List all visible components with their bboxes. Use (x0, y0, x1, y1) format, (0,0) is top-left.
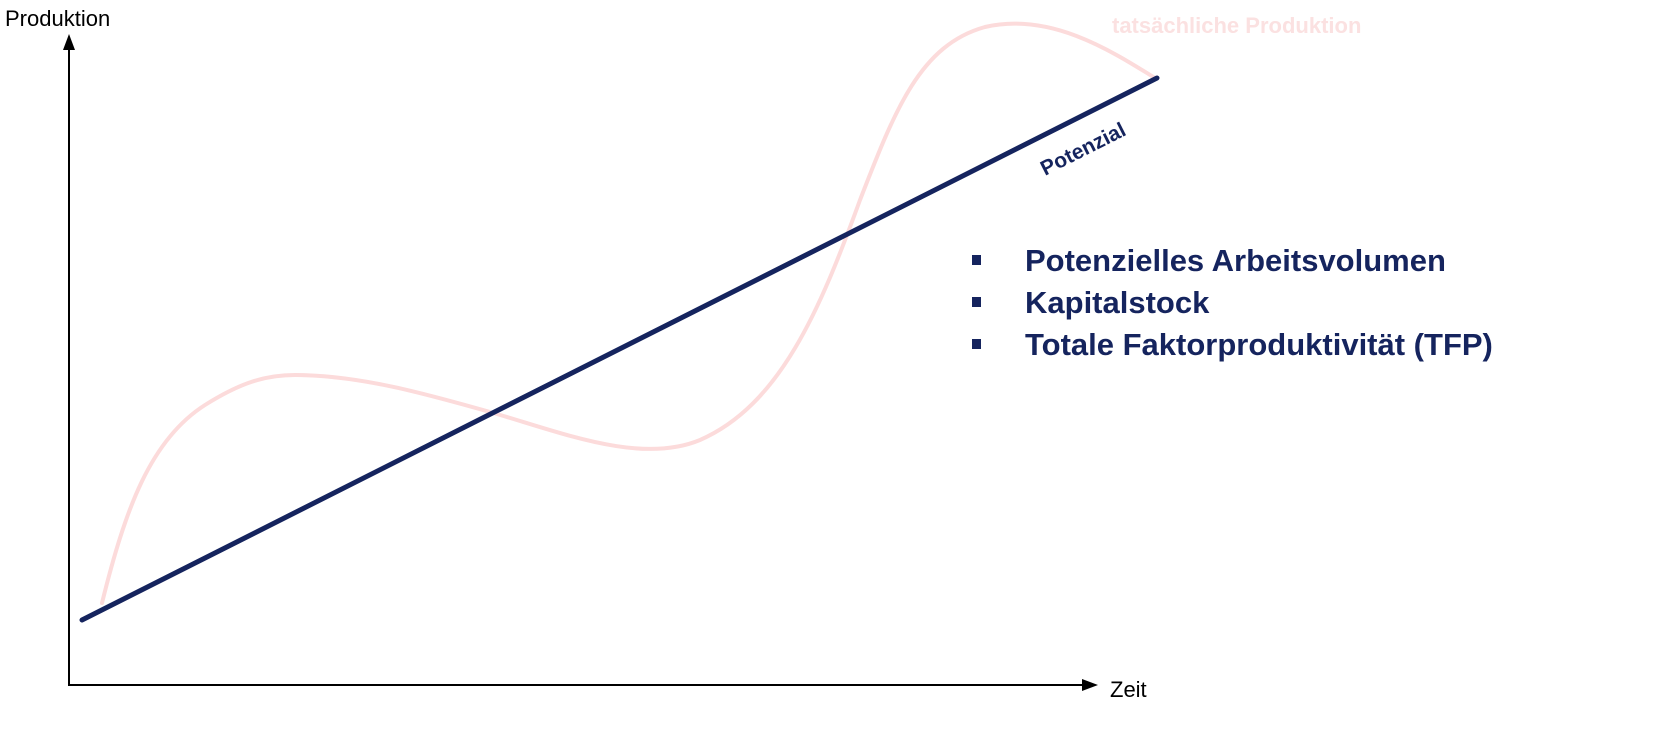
factor-label: Totale Faktorproduktivität (TFP) (1025, 327, 1493, 362)
factor-item-labour-volume: Potenzielles Arbeitsvolumen (972, 240, 1493, 282)
potential-factors-list: Potenzielles Arbeitsvolumen Kapitalstock… (972, 240, 1493, 366)
x-axis-arrow-icon (1082, 679, 1098, 691)
factor-label: Kapitalstock (1025, 285, 1210, 320)
square-bullet-icon (972, 255, 981, 265)
factor-item-tfp: Totale Faktorproduktivität (TFP) (972, 324, 1493, 366)
potential-line (79, 75, 1160, 623)
square-bullet-icon (972, 297, 981, 307)
square-bullet-icon (972, 339, 981, 349)
factor-label: Potenzielles Arbeitsvolumen (1025, 243, 1446, 278)
actual-production-curve (100, 21, 1157, 605)
actual-production-label: tatsächliche Produktion (1112, 13, 1361, 38)
y-axis-arrow-icon (63, 34, 75, 50)
potential-label: Potenzial (1037, 118, 1130, 180)
x-axis-label: Zeit (1110, 677, 1147, 702)
y-axis-label: Produktion (5, 6, 110, 31)
factor-item-capital-stock: Kapitalstock (972, 282, 1493, 324)
